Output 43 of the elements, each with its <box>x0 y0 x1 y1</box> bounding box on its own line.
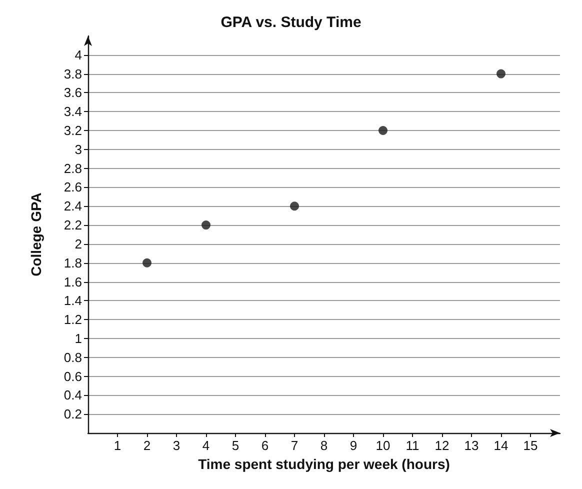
y-tick-label: 4 <box>74 47 82 62</box>
point <box>202 220 210 230</box>
x-tick-label: 9 <box>350 438 358 453</box>
y-tick-label: 0.8 <box>64 350 82 365</box>
y-tick-label: 2.4 <box>64 198 82 214</box>
x-tick-label: 1 <box>114 438 122 453</box>
x-axis-title: Time spent studying per week (hours) <box>198 456 450 472</box>
x-tick-label: 13 <box>464 438 479 453</box>
y-tick-label: 1.4 <box>64 293 82 308</box>
y-axis-title: College GPA <box>28 192 44 276</box>
x-tick-label: 7 <box>290 438 298 453</box>
y-tick-label: 2.8 <box>64 160 82 176</box>
y-tick-label: 3.4 <box>64 104 82 120</box>
y-tick-label: 0.6 <box>64 368 82 384</box>
point <box>496 69 506 78</box>
y-tick-label: 1.2 <box>64 312 82 328</box>
y-tick-label: 0.2 <box>64 406 82 422</box>
x-tick-label: 14 <box>494 438 508 453</box>
x-tick-label: 2 <box>143 438 151 453</box>
x-tick-label: 8 <box>320 438 328 453</box>
point <box>378 126 388 136</box>
x-tick-label: 15 <box>523 438 538 453</box>
y-tick-label: 2 <box>74 236 82 252</box>
y-tick-label: 3 <box>74 142 82 157</box>
x-tick-label: 11 <box>406 438 420 453</box>
x-tick-label: 12 <box>434 438 450 453</box>
chart-title: GPA vs. Study Time <box>220 14 362 31</box>
y-tick-label: 0.4 <box>64 388 82 403</box>
y-tick-label: 1.8 <box>64 255 82 270</box>
x-tick-label: 6 <box>261 438 269 453</box>
y-tick-label: 3.2 <box>64 123 82 138</box>
y-tick-label: 1.6 <box>64 274 82 290</box>
x-tick-label: 5 <box>232 438 240 453</box>
y-tick-label: 2.2 <box>64 218 82 233</box>
x-tick-label: 4 <box>202 438 210 453</box>
point <box>142 258 152 268</box>
x-tick-label: 3 <box>172 438 180 453</box>
y-tick-label: 3.8 <box>64 66 82 82</box>
y-tick-label: 3.6 <box>64 85 82 100</box>
x-tick-label: 10 <box>376 438 390 453</box>
y-tick-label: 1 <box>74 330 82 346</box>
point <box>290 202 299 211</box>
y-tick-label: 2.6 <box>64 180 82 195</box>
